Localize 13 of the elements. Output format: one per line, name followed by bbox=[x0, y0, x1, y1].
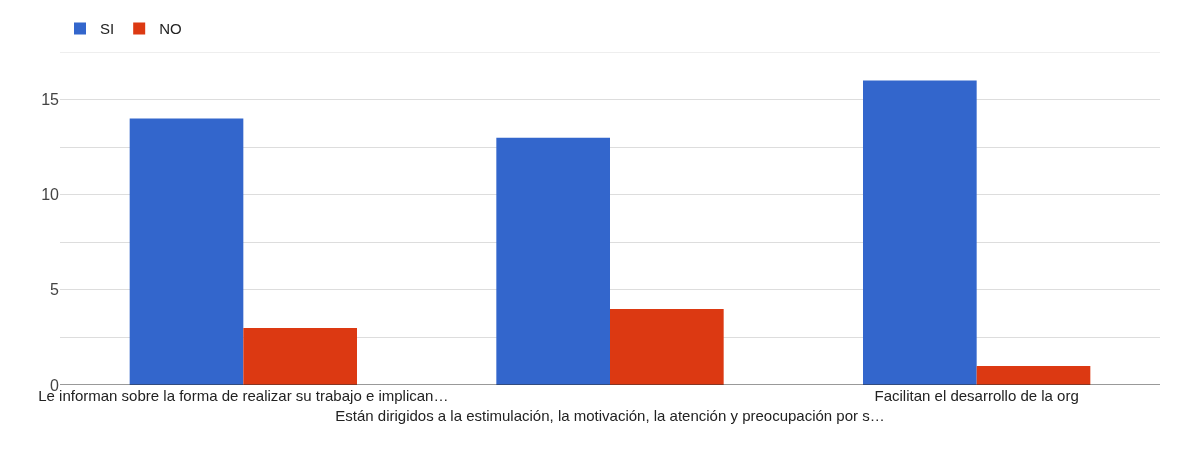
bar bbox=[129, 118, 244, 385]
y-tick-label: 5 bbox=[50, 281, 60, 299]
y-tick-label: 15 bbox=[41, 91, 60, 109]
legend-label: SI bbox=[100, 20, 115, 38]
x-tick-label: Facilitan el desarrollo de la org bbox=[874, 387, 1079, 404]
x-tick-label: Están dirigidos a la estimulación, la motivación, la atención y preocupación por s… bbox=[335, 406, 885, 424]
bar bbox=[863, 80, 977, 385]
y-tick-label: 10 bbox=[41, 186, 60, 204]
legend-label: NO bbox=[159, 20, 182, 38]
bar bbox=[610, 308, 724, 385]
bar bbox=[496, 137, 610, 385]
bar bbox=[976, 365, 1091, 385]
bar bbox=[243, 327, 357, 385]
